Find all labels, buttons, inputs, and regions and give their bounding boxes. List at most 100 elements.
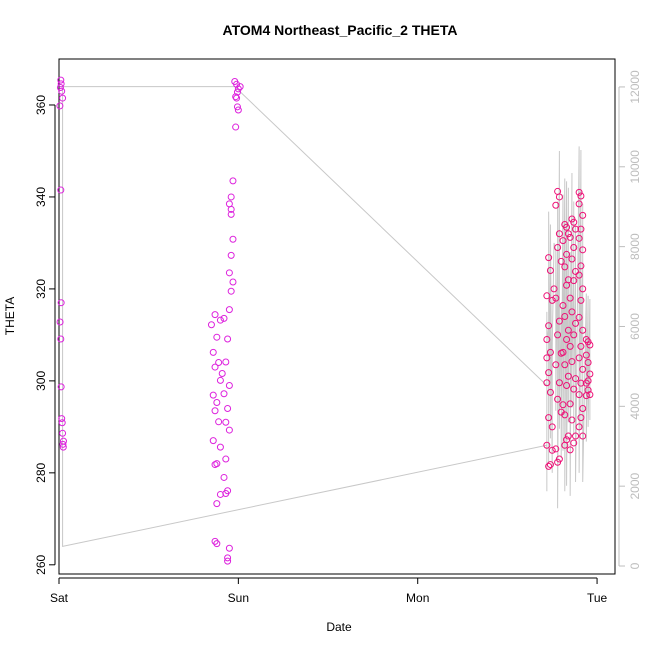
data-point (564, 230, 572, 238)
data-point (545, 322, 553, 330)
data-point (232, 123, 240, 131)
data-point (216, 443, 224, 451)
data-point (577, 342, 585, 350)
data-point (233, 80, 241, 88)
data-point (586, 370, 594, 378)
data-point (209, 391, 217, 399)
data-point (233, 103, 241, 111)
x-tick-label: Tue (587, 591, 608, 605)
data-point (216, 376, 224, 384)
data-point (216, 316, 224, 324)
data-point (225, 269, 233, 277)
data-point (552, 445, 560, 453)
data-point (213, 398, 221, 406)
data-point (561, 361, 569, 369)
data-point (582, 379, 590, 387)
data-point (209, 437, 217, 445)
data-point (566, 342, 574, 350)
data-point (224, 404, 232, 412)
data-point (552, 294, 560, 302)
data-point (563, 381, 571, 389)
data-point (572, 319, 580, 327)
data-point (215, 418, 223, 426)
data-point (225, 426, 233, 434)
data-point (582, 351, 590, 359)
data-point (57, 186, 65, 194)
y-tick-label: 300 (34, 371, 48, 391)
y2-tick-label: 10000 (628, 150, 642, 184)
data-point (545, 462, 553, 470)
data-point (57, 299, 65, 307)
y2-tick-label: 8000 (628, 233, 642, 260)
data-point (225, 381, 233, 389)
data-point (543, 441, 551, 449)
data-point (572, 225, 580, 233)
data-point (575, 354, 583, 362)
data-point (557, 257, 565, 265)
y2-axis: 0 2000 4000 6000 8000 10000 12000 (618, 70, 642, 569)
data-point (555, 317, 563, 325)
data-point (566, 233, 574, 241)
data-point (554, 458, 562, 466)
x-tick-label: Sun (228, 591, 249, 605)
data-point (563, 335, 571, 343)
data-point (579, 246, 587, 254)
data-point (213, 500, 221, 508)
data-point (59, 94, 67, 102)
data-point (227, 251, 235, 259)
y2-tick-label: 6000 (628, 313, 642, 340)
data-point (57, 76, 65, 84)
data-point (216, 490, 224, 498)
data-point (59, 443, 67, 451)
data-point (220, 314, 228, 322)
data-point (211, 407, 219, 415)
data-point (543, 354, 551, 362)
data-point (543, 335, 551, 343)
y-tick-label: 320 (34, 279, 48, 299)
data-point (572, 432, 580, 440)
data-point (57, 80, 65, 88)
data-point (211, 363, 219, 371)
data-point (561, 263, 569, 271)
data-point (577, 296, 585, 304)
data-point (570, 331, 578, 339)
data-point (548, 446, 556, 454)
data-point (563, 250, 571, 258)
y2-tick-label: 2000 (628, 473, 642, 500)
data-point (229, 278, 237, 286)
data-point (211, 537, 219, 545)
data-point (554, 244, 562, 252)
data-point (545, 369, 553, 377)
data-point (57, 383, 65, 391)
data-point (579, 365, 587, 373)
data-point (577, 262, 585, 270)
data-point (577, 379, 585, 387)
data-point (58, 87, 66, 95)
data-point (559, 237, 567, 245)
data-point (568, 416, 576, 424)
data-point (566, 446, 574, 454)
data-point (559, 401, 567, 409)
chart-title: ATOM4 Northeast_Pacific_2 THETA (223, 22, 458, 38)
y-axis-label: THETA (3, 297, 17, 335)
data-point (564, 432, 572, 440)
y-tick-label: 280 (34, 463, 48, 483)
depth-line-layer (62, 86, 591, 548)
data-point (575, 200, 583, 208)
data-point (582, 392, 590, 400)
data-point (566, 294, 574, 302)
data-point (568, 308, 576, 316)
data-point (59, 440, 67, 448)
y2-tick-label: 12000 (628, 70, 642, 104)
data-point (227, 287, 235, 295)
data-point (548, 296, 556, 304)
y-axis: 260 280 300 320 340 360 (34, 95, 56, 575)
data-point (57, 335, 65, 343)
data-point (572, 375, 580, 383)
data-point (555, 230, 563, 238)
data-point (563, 281, 571, 289)
data-point (227, 210, 235, 218)
data-point (577, 414, 585, 422)
x-axis-label: Date (326, 620, 352, 634)
points-layer (56, 76, 594, 565)
